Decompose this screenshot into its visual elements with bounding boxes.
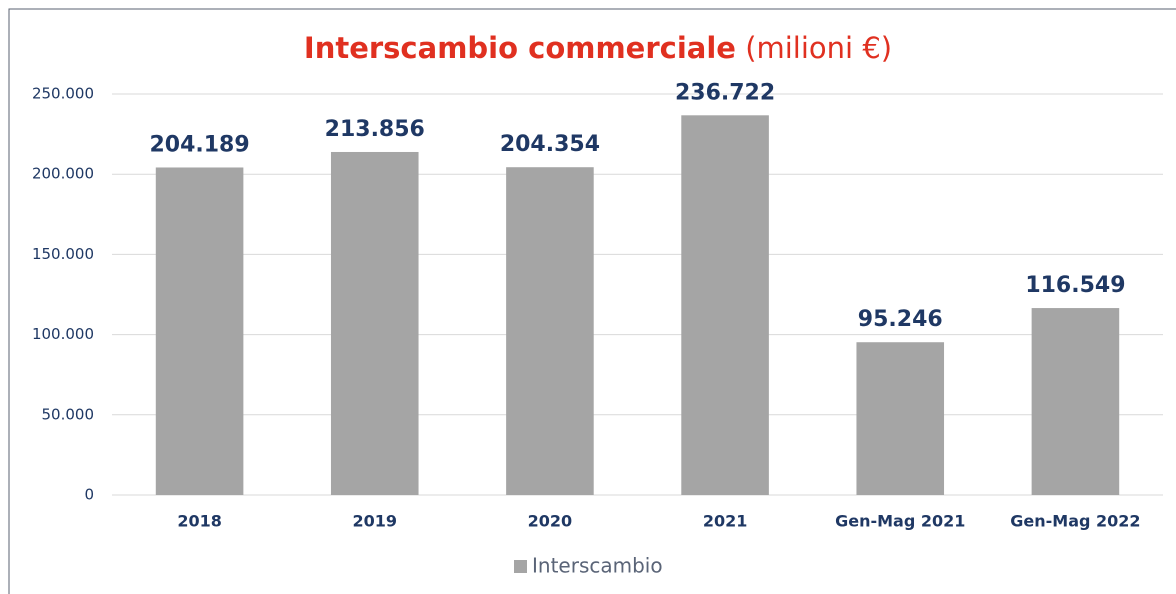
value-label: 213.856: [325, 117, 425, 142]
x-tick-label: Gen-Mag 2022: [1010, 512, 1140, 531]
bar: [856, 342, 945, 495]
x-tick-label: 2018: [177, 512, 222, 531]
x-tick-label: 2020: [528, 512, 573, 531]
value-label: 116.549: [1025, 273, 1125, 298]
legend-swatch: [514, 560, 527, 573]
value-label: 204.354: [500, 132, 600, 157]
x-tick-label: Gen-Mag 2021: [835, 512, 965, 531]
y-tick-label: 250.000: [32, 85, 94, 103]
bar: [506, 167, 594, 495]
y-tick-label: 50.000: [42, 405, 95, 423]
title-main: Interscambio commerciale: [304, 31, 736, 65]
y-tick-label: 200.000: [32, 165, 94, 183]
value-label: 95.246: [858, 307, 943, 332]
chart-title: Interscambio commerciale (milioni €): [304, 31, 892, 65]
y-tick-label: 0: [84, 486, 94, 504]
value-label: 204.189: [149, 132, 249, 157]
bar: [155, 167, 244, 496]
chart-border: [8, 8, 1176, 594]
x-tick-label: 2019: [352, 512, 397, 531]
bar: [681, 115, 769, 495]
bar: [1031, 308, 1120, 495]
y-tick-label: 100.000: [32, 325, 94, 343]
y-tick-label: 150.000: [32, 245, 94, 263]
bar: [330, 151, 419, 495]
value-label: 236.722: [675, 80, 775, 105]
legend-label: Interscambio: [532, 554, 663, 578]
title-unit: (milioni €): [745, 31, 892, 65]
x-tick-label: 2021: [703, 512, 748, 531]
